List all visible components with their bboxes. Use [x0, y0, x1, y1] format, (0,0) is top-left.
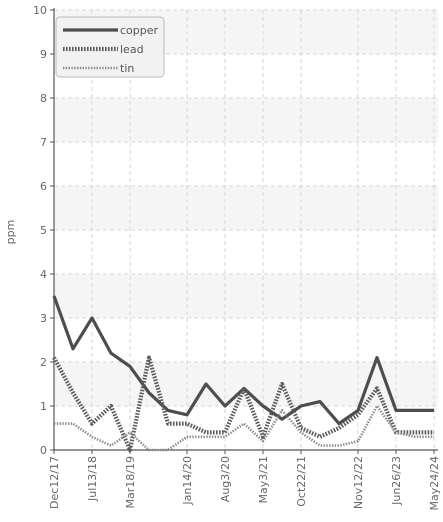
y-tick-label: 10: [33, 4, 47, 17]
y-tick-label: 5: [40, 224, 47, 237]
x-tick-label: Nov12/22: [352, 456, 365, 509]
x-tick-label: Oct22/21: [295, 456, 308, 507]
background-band: [54, 98, 438, 142]
y-tick-label: 2: [40, 356, 47, 369]
x-tick-label: Aug3/20: [219, 456, 232, 502]
series-lines: [52, 295, 434, 453]
series-line-copper: [52, 295, 434, 426]
x-tick-label: Jun26/23: [390, 456, 403, 506]
x-tick-label: Dec12/17: [48, 456, 61, 509]
background-band: [54, 186, 438, 230]
y-tick-label: 7: [40, 136, 47, 149]
x-tick-label: Jul13/18: [86, 456, 99, 502]
background-band: [54, 274, 438, 318]
x-tick-label: Mar18/19: [124, 456, 137, 508]
y-tick-label: 6: [40, 180, 47, 193]
y-axis-ticks: 0 1 2 3 4 5 6 7 8 9 10: [33, 4, 54, 457]
y-tick-label: 8: [40, 92, 47, 105]
series-line-lead: [52, 355, 434, 453]
x-axis-ticks: Dec12/17 Jul13/18 Mar18/19 Jan14/20 Aug3/20 M…: [48, 450, 441, 510]
y-tick-label: 0: [40, 444, 47, 457]
x-tick-label: May24/24: [428, 456, 441, 510]
legend-label-lead: lead: [120, 43, 144, 56]
series-line-tin: [54, 404, 434, 452]
x-tick-label: Jan14/20: [181, 456, 194, 506]
legend-label-copper: copper: [120, 24, 159, 37]
x-tick-label: May3/21: [257, 456, 270, 503]
y-axis-title: ppm: [4, 220, 17, 245]
legend: copper lead tin: [55, 16, 165, 78]
axes: [53, 8, 438, 451]
y-tick-label: 1: [40, 400, 47, 413]
y-tick-label: 4: [40, 268, 47, 281]
legend-label-tin: tin: [120, 62, 134, 75]
legend-box: [55, 16, 165, 78]
y-tick-label: 9: [40, 48, 47, 61]
y-tick-label: 3: [40, 312, 47, 325]
